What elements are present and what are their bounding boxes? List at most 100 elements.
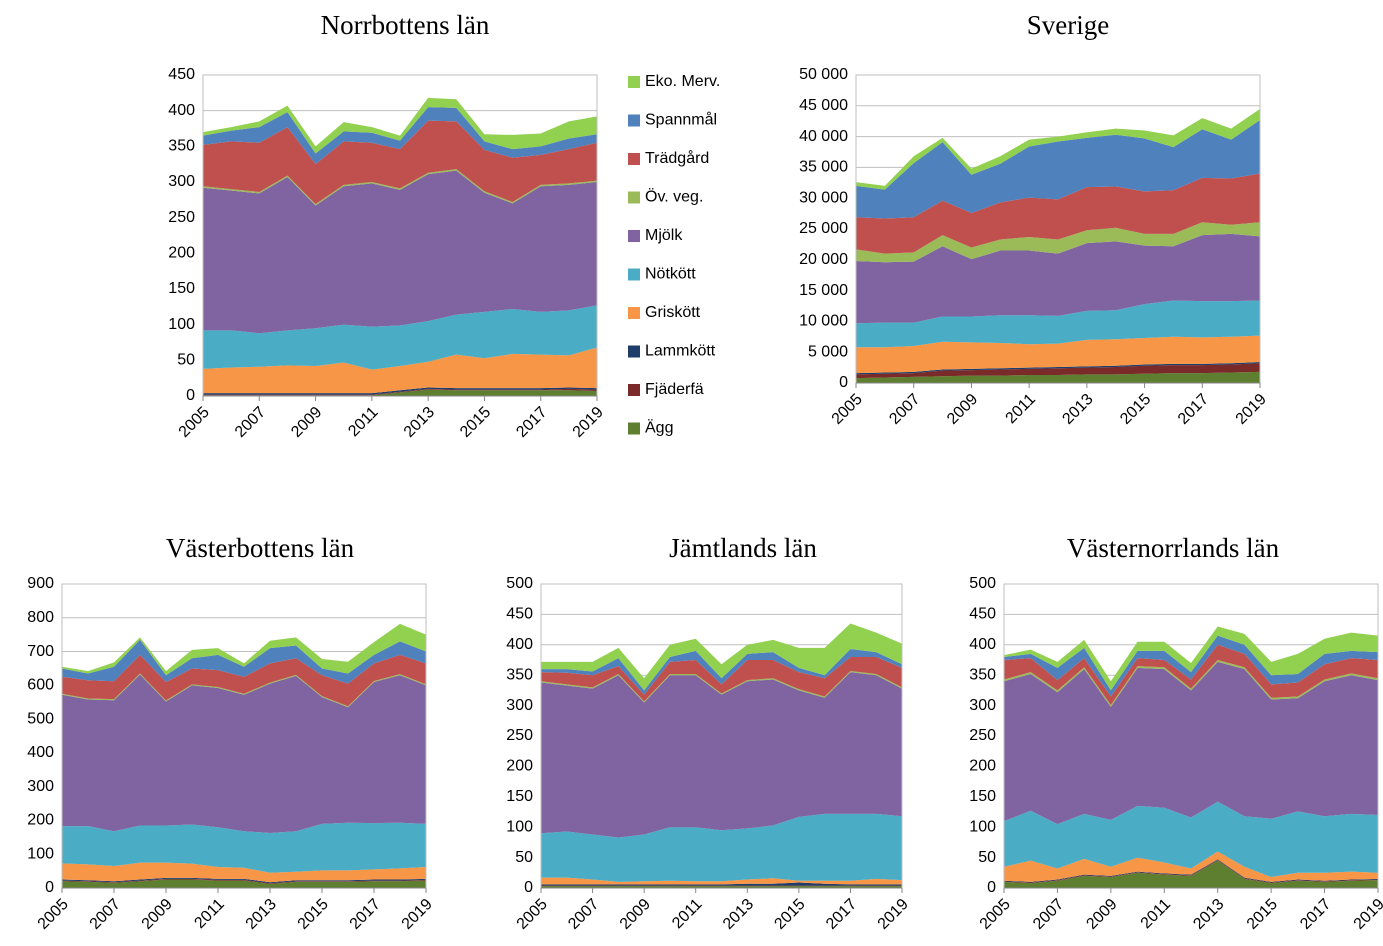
area: [856, 119, 1260, 219]
area: [1004, 644, 1378, 705]
x-tick-label: 2005: [977, 896, 1014, 933]
area: [541, 672, 902, 838]
area: [1004, 635, 1378, 697]
y-tick-label: 0: [45, 879, 54, 896]
y-tick-label: 30 000: [799, 189, 848, 206]
legend-swatch: [628, 422, 640, 435]
area: [62, 879, 426, 888]
y-tick-label: 50 000: [799, 66, 848, 83]
y-tick-label: 800: [27, 609, 54, 626]
y-tick-label: 700: [27, 643, 54, 660]
y-tick-label: 35 000: [799, 159, 848, 176]
legend-label: Lammkött: [645, 343, 716, 360]
legend-swatch: [628, 114, 640, 127]
y-tick-label: 5 000: [808, 343, 848, 360]
x-tick-label: 2013: [401, 404, 438, 441]
x-tick-label: 2017: [1297, 896, 1334, 933]
y-tick-label: 300: [969, 697, 996, 714]
x-tick-label: 2015: [457, 404, 494, 441]
x-tick-label: 2017: [1175, 391, 1212, 428]
area: [1004, 626, 1378, 691]
area: [541, 813, 902, 882]
legend-swatch: [628, 191, 640, 204]
x-tick-label: 2017: [823, 896, 860, 933]
y-tick-label: 250: [506, 727, 533, 744]
x-tick-label: 2011: [669, 896, 705, 932]
x-tick-label: 2015: [1117, 391, 1154, 428]
area: [203, 389, 597, 396]
x-tick-label: 2019: [875, 896, 912, 933]
y-tick-label: 100: [27, 845, 54, 862]
y-tick-label: 200: [27, 812, 54, 829]
area: [856, 371, 1260, 383]
x-tick-label: 2005: [176, 404, 213, 441]
y-tick-label: 200: [168, 245, 195, 262]
area: [203, 347, 597, 394]
y-tick-label: 300: [168, 173, 195, 190]
chart-title: Västernorrlands län: [1067, 533, 1280, 563]
y-tick-label: 400: [168, 102, 195, 119]
y-tick-label: 350: [168, 138, 195, 155]
y-tick-label: 20 000: [799, 251, 848, 268]
area: [541, 656, 902, 702]
y-tick-label: 100: [969, 818, 996, 835]
y-tick-label: 25 000: [799, 220, 848, 237]
y-tick-label: 250: [168, 209, 195, 226]
area: [1004, 851, 1378, 882]
chart-title: Norrbottens län: [321, 10, 490, 40]
chart-title: Sverige: [1027, 10, 1109, 40]
area: [62, 877, 426, 884]
y-tick-label: 500: [506, 575, 533, 592]
area: [541, 623, 902, 691]
area: [62, 673, 426, 708]
y-tick-label: 40 000: [799, 128, 848, 145]
area: [203, 97, 597, 154]
y-tick-label: 300: [27, 778, 54, 795]
area: [1004, 859, 1378, 883]
legend-label: Eko. Merv.: [645, 73, 720, 90]
y-tick-label: 500: [27, 710, 54, 727]
x-tick-label: 2019: [570, 404, 607, 441]
x-tick-label: 2011: [1138, 896, 1174, 932]
x-tick-label: 2015: [295, 896, 332, 933]
x-tick-label: 2009: [1083, 896, 1120, 933]
x-tick-label: 2009: [617, 896, 654, 933]
y-tick-label: 0: [987, 879, 996, 896]
area: [856, 173, 1260, 254]
y-tick-label: 150: [506, 788, 533, 805]
x-tick-label: 2015: [1244, 896, 1281, 933]
y-tick-label: 150: [168, 280, 195, 297]
y-tick-label: 45 000: [799, 97, 848, 114]
x-tick-label: 2005: [35, 896, 72, 933]
y-tick-label: 0: [524, 879, 533, 896]
x-tick-label: 2009: [139, 896, 176, 933]
area: [62, 674, 426, 833]
y-tick-label: 400: [506, 636, 533, 653]
area: [203, 387, 597, 395]
y-tick-label: 100: [168, 316, 195, 333]
y-tick-label: 250: [969, 727, 996, 744]
legend-label: Griskött: [645, 304, 701, 321]
y-tick-label: 200: [506, 758, 533, 775]
legend-label: Trädgård: [645, 149, 709, 167]
x-tick-label: 2007: [1030, 896, 1067, 933]
x-tick-label: 2017: [513, 404, 550, 441]
area: [541, 882, 902, 886]
area: [1004, 860, 1378, 888]
legend-label: Öv. veg.: [645, 188, 703, 206]
x-tick-label: 2007: [886, 391, 923, 428]
x-tick-label: 2011: [191, 896, 227, 932]
x-tick-label: 2007: [87, 896, 124, 933]
legend-swatch: [628, 268, 640, 281]
y-tick-label: 150: [969, 788, 996, 805]
x-tick-label: 2007: [565, 896, 602, 933]
area: [856, 363, 1260, 379]
area: [1004, 661, 1378, 825]
legend-label: Nötkött: [645, 266, 696, 283]
y-tick-label: 450: [969, 606, 996, 623]
x-tick-label: 2007: [232, 404, 269, 441]
y-tick-label: 900: [27, 575, 54, 592]
area: [541, 877, 902, 885]
legend-swatch: [628, 384, 640, 396]
